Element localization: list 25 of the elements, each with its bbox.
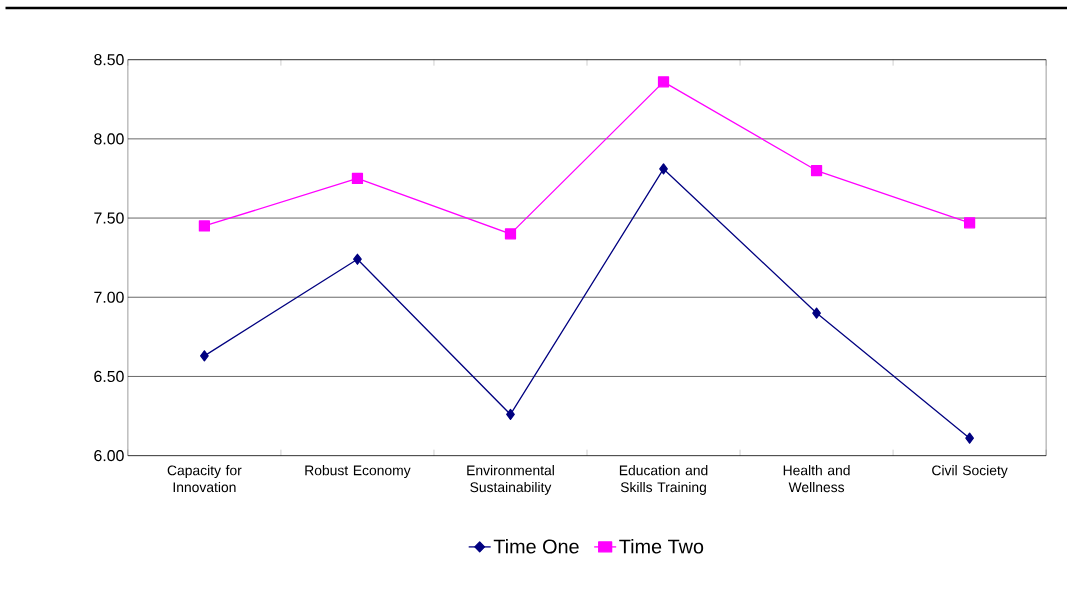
x-tick-label: Education and Skills Training <box>619 465 708 495</box>
y-tick-label: 6.00 <box>94 450 124 462</box>
y-tick-label: 7.50 <box>94 212 124 224</box>
point <box>657 76 670 88</box>
point <box>198 220 211 232</box>
legend-label: Time One <box>493 539 579 554</box>
point <box>200 350 209 362</box>
x-tick-label: Civil Society <box>932 465 1008 479</box>
legend-label: Time Two <box>619 539 704 554</box>
x-tick-label: Robust Economy <box>305 465 411 479</box>
y-tick-label: 8.50 <box>94 54 124 66</box>
point <box>353 253 362 265</box>
y-tick-label: 7.00 <box>94 291 124 303</box>
point <box>965 432 974 444</box>
point <box>659 163 668 175</box>
point <box>963 217 976 229</box>
point <box>504 228 517 240</box>
point <box>810 165 823 177</box>
x-tick-label: Health and Wellness <box>783 465 850 493</box>
point <box>812 307 821 319</box>
point <box>351 172 364 185</box>
x-tick-label: Capacity for Innovation <box>167 465 242 493</box>
x-tick-label: Environmental Sustainability <box>467 465 554 495</box>
y-tick-label: 8.00 <box>94 133 124 145</box>
y-tick-label: 6.50 <box>94 370 124 383</box>
